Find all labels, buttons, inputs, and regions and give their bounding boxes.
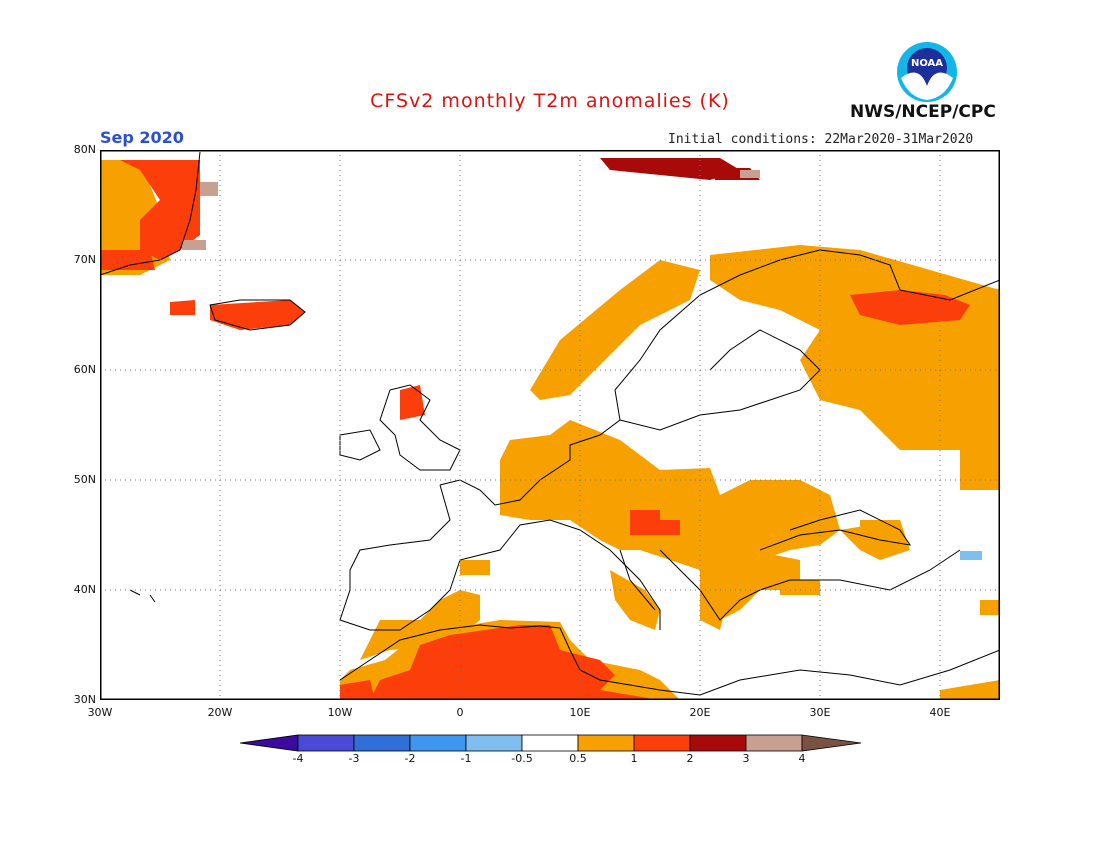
anomaly-map [100, 150, 1000, 700]
lat-label: 70N [73, 253, 96, 266]
anomaly-layer-1-2 [100, 160, 970, 700]
forecast-month: Sep 2020 [100, 128, 184, 147]
colorbar [240, 734, 862, 752]
colorbar-tick: -2 [404, 752, 416, 765]
colorbar-tick: -0.5 [511, 752, 533, 765]
org-label: NWS/NCEP/CPC [850, 102, 996, 122]
colorbar-bin [409, 734, 467, 752]
colorbar-tick: -3 [348, 752, 360, 765]
colorbar-bin [297, 734, 355, 752]
lon-label: 0 [456, 706, 464, 719]
lon-label: 30E [809, 706, 831, 719]
logo-text: NOAA [911, 58, 943, 69]
colorbar-tick: -4 [292, 752, 304, 765]
colorbar-tick: 2 [686, 752, 694, 765]
colorbar-bin [689, 734, 747, 752]
lat-label: 80N [73, 143, 96, 156]
colorbar-bin [353, 734, 411, 752]
lat-label: 40N [73, 583, 96, 596]
colorbar-bin [577, 734, 635, 752]
noaa-logo: NOAA [897, 42, 957, 102]
colorbar-tick: 1 [630, 752, 638, 765]
lon-label: 30W [87, 706, 113, 719]
lon-label: 10E [569, 706, 591, 719]
colorbar-bin [633, 734, 691, 752]
colorbar-bin [745, 734, 803, 752]
chart-title: CFSv2 monthly T2m anomalies (K) [370, 90, 730, 112]
map-frame [100, 150, 1000, 700]
colorbar-arrow-high [801, 734, 862, 752]
lon-label: 20E [689, 706, 711, 719]
colorbar-bin [465, 734, 523, 752]
graticule [100, 150, 1000, 700]
lon-label: 20W [207, 706, 233, 719]
colorbar-arrow-low [240, 734, 299, 752]
colorbar-tick: -1 [460, 752, 472, 765]
map-background [100, 150, 1000, 700]
lon-label: 40E [929, 706, 951, 719]
logo-bird [901, 72, 953, 100]
lat-label: 50N [73, 473, 96, 486]
initial-conditions: Initial conditions: 22Mar2020-31Mar2020 [668, 132, 974, 147]
anomaly-layer-3-4 [182, 170, 760, 250]
anomaly-layer-neg [960, 551, 982, 560]
lat-label: 30N [73, 693, 96, 706]
lon-label: 10W [327, 706, 353, 719]
lat-label: 60N [73, 363, 96, 376]
colorbar-tick: 0.5 [569, 752, 587, 765]
colorbar-bin [521, 734, 579, 752]
colorbar-tick: 4 [798, 752, 806, 765]
colorbar-tick: 3 [742, 752, 750, 765]
